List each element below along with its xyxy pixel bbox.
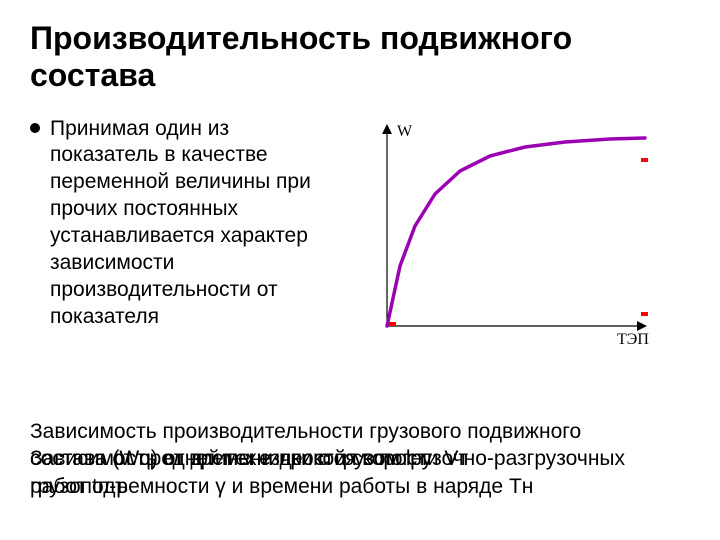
content-row: Принимая один из показатель в качестве п… bbox=[30, 116, 690, 366]
chart: W ТЭП bbox=[355, 116, 690, 366]
footer-overlap-c: Зависимость от времени простоя в погрузо… bbox=[30, 446, 625, 473]
svg-text:ТЭП: ТЭП bbox=[617, 331, 649, 346]
svg-text:W: W bbox=[397, 123, 413, 140]
footer-line-1: Зависимость производительности грузового… bbox=[30, 419, 690, 446]
chart-svg: W ТЭП bbox=[355, 116, 660, 346]
bullet-block: Принимая один из показатель в качестве п… bbox=[30, 116, 335, 331]
body-text: Принимая один из показатель в качестве п… bbox=[50, 116, 335, 331]
footer-block: Зависимость производительности грузового… bbox=[30, 419, 690, 502]
bullet-dot bbox=[30, 123, 40, 133]
footer-line3-b: грузоподъемности γ и времени работы в на… bbox=[30, 474, 533, 501]
slide-title: Производительность подвижного состава bbox=[30, 20, 690, 94]
